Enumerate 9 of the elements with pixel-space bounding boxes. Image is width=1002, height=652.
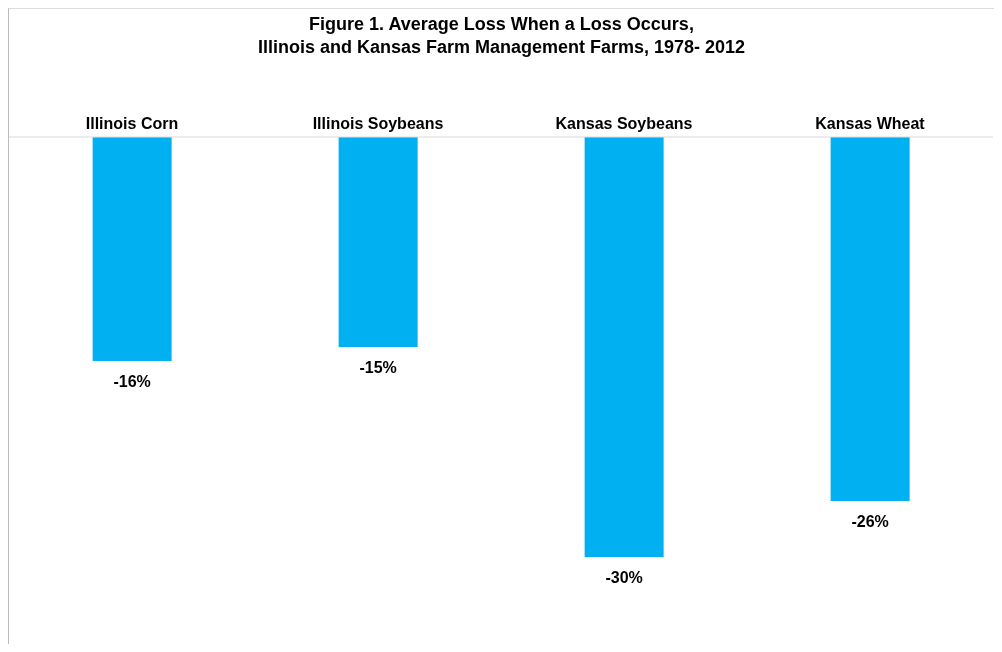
- chart-title: Figure 1. Average Loss When a Loss Occurs, Illinois and Kansas Farm Management Farms, 1978- 2012: [256, 13, 747, 59]
- data-label: -15%: [359, 359, 397, 376]
- x-tick-label: Kansas Wheat: [815, 115, 926, 132]
- data-label: -26%: [851, 513, 889, 530]
- x-tick-label: Illinois Soybeans: [312, 115, 444, 132]
- data-label: -30%: [605, 569, 643, 586]
- data-label: -16%: [113, 373, 151, 390]
- x-tick-label: Kansas Soybeans: [555, 115, 693, 132]
- x-tick-label: Illinois Corn: [85, 115, 179, 132]
